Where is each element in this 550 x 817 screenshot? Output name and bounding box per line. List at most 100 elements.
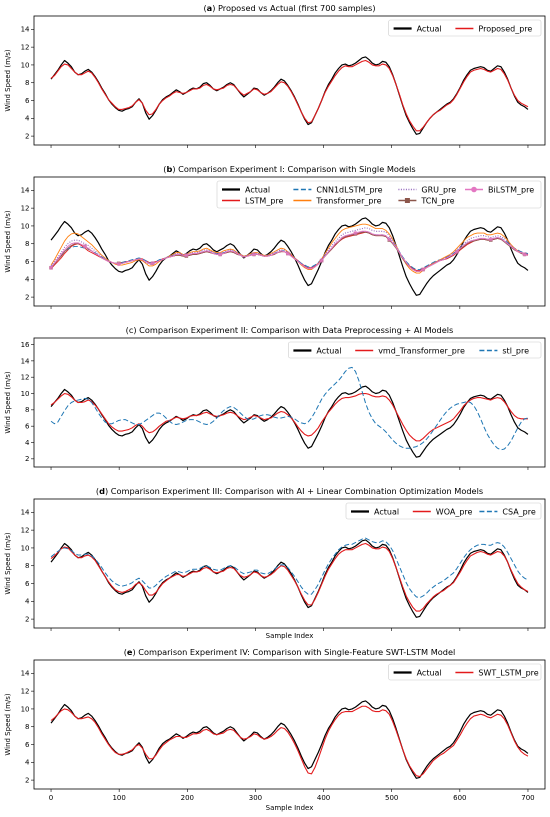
title-paren-close: ) bbox=[212, 3, 218, 13]
y-tick-label: 10 bbox=[21, 544, 30, 552]
title-text: (c) Comparison Experiment II: Comparison… bbox=[126, 325, 454, 335]
series-line-actual bbox=[50, 217, 529, 296]
y-tick-label: 14 bbox=[21, 670, 30, 678]
series-line-actual bbox=[50, 700, 529, 779]
title-paren-open: ( bbox=[163, 164, 166, 174]
title-letter: e bbox=[127, 647, 133, 657]
chart-title: (b) Comparison Experiment I: Comparison … bbox=[163, 164, 415, 174]
series-line-swt-lstm-pre bbox=[50, 705, 529, 778]
axes-frame bbox=[33, 176, 546, 307]
x-axis-label: Sample Index bbox=[266, 632, 314, 640]
legend-label: SWT_LSTM_pre bbox=[478, 668, 538, 677]
y-tick-label: 14 bbox=[21, 26, 30, 34]
y-tick-label: 14 bbox=[21, 187, 30, 195]
data-lines bbox=[50, 537, 529, 618]
y-axis-label: Wind Speed (m/s) bbox=[4, 210, 12, 273]
series-line-bilstm-pre bbox=[50, 230, 529, 272]
chart-panel-1: (a) Proposed vs Actual (first 700 sample… bbox=[4, 3, 546, 148]
title-letter: b bbox=[167, 164, 173, 174]
x-tick-label: 700 bbox=[521, 794, 534, 802]
x-tick-label: 0 bbox=[49, 794, 53, 802]
y-tick-label: 2 bbox=[25, 777, 29, 785]
series-marker bbox=[522, 252, 527, 257]
legend-label: Actual bbox=[417, 24, 442, 33]
y-tick-label: 10 bbox=[21, 705, 30, 713]
title-paren-close: ) bbox=[172, 164, 178, 174]
chart-title: (d) Comparison Experiment III: Compariso… bbox=[96, 486, 483, 496]
legend: Actual SWT_LSTM_pre bbox=[388, 663, 542, 681]
x-tick-label: 600 bbox=[453, 794, 466, 802]
data-lines bbox=[50, 700, 529, 779]
title-paren-open: ( bbox=[203, 3, 206, 13]
legend-box bbox=[288, 341, 542, 359]
title-text: Comparison Experiment IV: Comparison wit… bbox=[138, 647, 455, 657]
title-text: Comparison Experiment I: Comparison with… bbox=[178, 164, 416, 174]
y-axis-label: Wind Speed (m/s) bbox=[4, 532, 12, 595]
y-tick-label: 16 bbox=[21, 341, 30, 349]
y-tick-label: 2 bbox=[25, 294, 29, 302]
y-tick-label: 8 bbox=[25, 79, 29, 87]
y-tick-label: 8 bbox=[25, 406, 29, 414]
x-tick-label: 200 bbox=[181, 794, 194, 802]
data-lines bbox=[50, 366, 529, 458]
legend-label: stl_pre bbox=[502, 346, 529, 355]
legend-label: GRU_pre bbox=[421, 185, 456, 194]
series-line-actual bbox=[50, 385, 529, 458]
y-tick-label: 4 bbox=[25, 276, 30, 284]
series-marker bbox=[251, 252, 256, 257]
legend-label: Actual bbox=[417, 668, 442, 677]
y-tick-label: 10 bbox=[21, 390, 30, 398]
legend-label: CSA_pre bbox=[502, 507, 535, 516]
title-paren-open: ( bbox=[124, 647, 127, 657]
data-lines bbox=[50, 56, 529, 135]
y-tick-label: 12 bbox=[21, 374, 30, 382]
legend-label: Proposed_pre bbox=[478, 24, 532, 33]
y-tick-label: 12 bbox=[21, 205, 30, 213]
x-tick-label: 300 bbox=[249, 794, 262, 802]
y-tick-label: 8 bbox=[25, 240, 29, 248]
legend: Actual LSTM_pre CNN1dLSTM_pre Transformer_p… bbox=[216, 180, 542, 209]
series-marker bbox=[387, 237, 392, 242]
y-tick-label: 8 bbox=[25, 723, 29, 731]
chart-panel-3: (c) Comparison Experiment II: Comparison… bbox=[4, 325, 546, 470]
x-tick-label: 500 bbox=[385, 794, 398, 802]
series-line-woa-pre bbox=[50, 542, 529, 612]
legend: Actual Proposed_pre bbox=[388, 19, 542, 37]
y-axis-label: Wind Speed (m/s) bbox=[4, 693, 12, 756]
axes-frame bbox=[33, 337, 546, 468]
legend-label: Actual bbox=[374, 507, 399, 516]
chart-panel-2: (b) Comparison Experiment I: Comparison … bbox=[4, 164, 546, 309]
series-marker bbox=[49, 265, 54, 270]
y-tick-label: 4 bbox=[25, 439, 30, 447]
legend-label: vmd_Transformer_pre bbox=[378, 346, 465, 355]
series-marker bbox=[184, 253, 189, 258]
y-tick-label: 12 bbox=[21, 688, 30, 696]
title-letter: a bbox=[207, 3, 213, 13]
x-tick-label: 400 bbox=[317, 794, 330, 802]
chart-title: (e) Comparison Experiment IV: Comparison… bbox=[124, 647, 456, 657]
series-marker bbox=[353, 231, 358, 236]
y-tick-label: 12 bbox=[21, 527, 30, 535]
y-tick-label: 2 bbox=[25, 616, 29, 624]
title-letter: d bbox=[99, 486, 105, 496]
legend: Actual vmd_Transformer_pre stl_pre bbox=[288, 341, 542, 359]
y-tick-label: 8 bbox=[25, 562, 29, 570]
data-lines bbox=[49, 217, 529, 296]
series-marker bbox=[454, 249, 459, 254]
y-axis-label: Wind Speed (m/s) bbox=[4, 49, 12, 112]
y-tick-label: 12 bbox=[21, 44, 30, 52]
series-marker bbox=[319, 258, 324, 263]
y-axis-label: Wind Speed (m/s) bbox=[4, 371, 12, 434]
legend-label: TCN_pre bbox=[420, 196, 454, 205]
series-marker bbox=[218, 252, 223, 257]
y-tick-label: 4 bbox=[25, 598, 30, 606]
legend-label: BiLSTM_pre bbox=[488, 185, 534, 194]
chart-title: (a) Proposed vs Actual (first 700 sample… bbox=[203, 3, 375, 13]
series-line-proposed-pre bbox=[50, 59, 529, 132]
title-text: Comparison Experiment III: Comparison wi… bbox=[111, 486, 483, 496]
axes-frame bbox=[33, 659, 546, 790]
y-tick-label: 6 bbox=[25, 423, 30, 431]
series-marker bbox=[421, 267, 426, 272]
chart-panel-5: (e) Comparison Experiment IV: Comparison… bbox=[4, 647, 546, 812]
